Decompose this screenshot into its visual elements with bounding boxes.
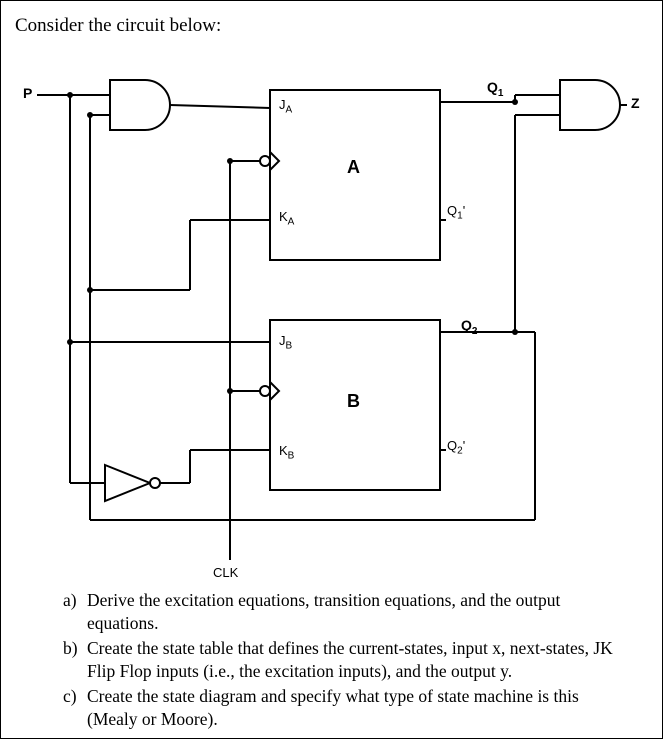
label-Q2: Q2 xyxy=(461,317,477,337)
label-A: A xyxy=(347,157,360,178)
question-label: a) xyxy=(63,589,87,635)
label-JA: JA xyxy=(279,97,292,116)
question-label: b) xyxy=(63,637,87,683)
question-c: c) Create the state diagram and specify … xyxy=(63,685,626,731)
question-label: c) xyxy=(63,685,87,731)
question-b: b) Create the state table that defines t… xyxy=(63,637,626,683)
label-P: P xyxy=(23,85,32,101)
label-Q1p: Q1' xyxy=(447,203,465,222)
question-text: Create the state table that defines the … xyxy=(87,637,626,683)
label-JB: JB xyxy=(279,333,292,352)
label-KB: KB xyxy=(279,443,294,462)
page-frame: Consider the circuit below: P Z CLK JA K… xyxy=(0,0,663,739)
label-KA: KA xyxy=(279,209,294,228)
label-Q1: Q1 xyxy=(487,79,503,99)
question-text: Create the state diagram and specify wha… xyxy=(87,685,626,731)
question-a: a) Derive the excitation equations, tran… xyxy=(63,589,626,635)
prompt-text: Consider the circuit below: xyxy=(15,15,644,37)
circuit-svg xyxy=(15,45,642,585)
label-CLK: CLK xyxy=(213,565,238,580)
label-B: B xyxy=(347,391,360,412)
label-Z: Z xyxy=(631,95,640,111)
question-text: Derive the excitation equations, transit… xyxy=(87,589,626,635)
label-Q2p: Q2' xyxy=(447,438,465,457)
circuit-diagram: P Z CLK JA KA A Q1 Q1' JB KB B Q2 Q2' xyxy=(15,45,644,585)
questions-list: a) Derive the excitation equations, tran… xyxy=(63,589,626,732)
